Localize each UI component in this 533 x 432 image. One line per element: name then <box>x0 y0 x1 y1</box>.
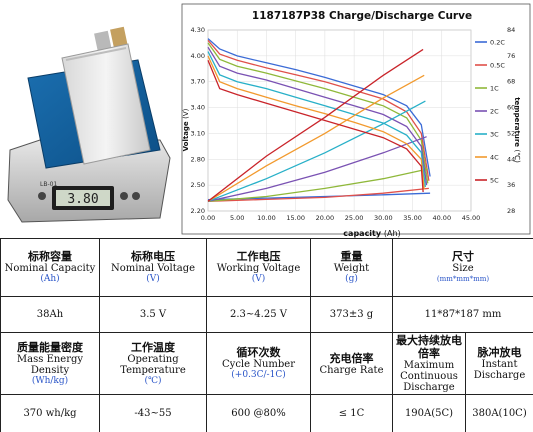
x-tick-label: 40.00 <box>432 214 451 222</box>
y-left-tick-label: 4.00 <box>191 52 205 60</box>
temperature-line-1c <box>207 168 428 202</box>
header-max-continuous-discharge: 最大持续放电倍率 Maximum Continuous Discharge <box>392 332 466 395</box>
legend-label-3c: 3C <box>490 131 499 139</box>
legend-label-0-2c: 0.2C <box>490 39 505 47</box>
y-right-tick-label: 36 <box>507 181 515 189</box>
plot-area <box>207 29 472 212</box>
value-instant-discharge: 380A(10C) <box>464 394 533 432</box>
header-size: 尺寸 Size (mm*mm*mm) <box>391 238 533 297</box>
header-instant-discharge: 脉冲放电 Instant Discharge <box>464 332 533 395</box>
temperature-line-4c <box>207 74 425 202</box>
temperature-line-5c <box>207 48 424 202</box>
y-left-tick-label: 3.70 <box>191 78 205 86</box>
discharge-line-1c <box>207 42 429 184</box>
x-tick-label: 0.00 <box>201 214 215 222</box>
value-max-continuous-discharge: 190A(5C) <box>392 394 466 432</box>
y-right-tick-label: 76 <box>507 52 515 60</box>
chart-title: 1187187P38 Charge/Discharge Curve <box>252 10 472 22</box>
temperature-line-3c <box>207 100 426 202</box>
x-tick-label: 10.00 <box>257 214 276 222</box>
value-working-voltage: 2.3~4.25 V <box>206 296 311 333</box>
value-operating-temperature: -43~55 <box>99 394 207 432</box>
chart-ticks: 0.00 5.00 10.00 15.00 20.00 25.00 30.00 35.00 40… <box>191 26 516 222</box>
header-working-voltage: 工作电压 Working Voltage (V) <box>206 238 311 297</box>
legend-label-5c: 5C <box>490 177 499 185</box>
product-photo: 3.80 LB-01 <box>0 0 176 238</box>
battery-on-scale-image: 3.80 LB-01 <box>7 26 171 223</box>
y-right-tick-label: 84 <box>507 26 515 34</box>
value-mass-energy-density: 370 wh/kg <box>0 394 100 432</box>
discharge-line-4c <box>207 55 425 190</box>
spec-value-row-1: 38Ah 3.5 V 2.3~4.25 V 373±3 g 11*87*187 … <box>0 296 533 333</box>
y-axis-right-label: temperature (℃) <box>513 97 521 163</box>
value-charge-rate: ≤ 1C <box>310 394 393 432</box>
legend-label-1c: 1C <box>490 85 499 93</box>
y-left-tick-label: 3.10 <box>191 129 205 137</box>
y-right-tick-label: 28 <box>507 207 515 215</box>
spec-table: 标称容量 Nominal Capacity (Ah) 标称电压 Nominal Vol… <box>0 238 533 432</box>
legend-label-2c: 2C <box>490 108 499 116</box>
value-nominal-capacity: 38Ah <box>0 296 100 333</box>
header-charge-rate: 充电倍率 Charge Rate <box>310 332 393 395</box>
discharge-line-5c <box>207 59 424 193</box>
header-mass-energy-density: 质量能量密度 Mass Energy Density (Wh/kg) <box>0 332 100 395</box>
discharge-line-0-5c <box>207 39 430 181</box>
x-axis-label: capacity (Ah) <box>343 229 400 238</box>
y-left-tick-label: 2.80 <box>191 155 205 163</box>
header-cycle-number: 循环次数 Cycle Number (+0.3C/-1C) <box>206 332 311 395</box>
temperature-line-2c <box>207 136 427 202</box>
spec-header-row-1: 标称容量 Nominal Capacity (Ah) 标称电压 Nominal Vol… <box>0 238 533 297</box>
temperature-line-0-5c <box>207 187 429 202</box>
y-left-tick-label: 2.50 <box>191 181 205 189</box>
scale-display-reading: 3.80 <box>67 192 98 207</box>
y-left-tick-label: 4.30 <box>191 26 205 34</box>
value-weight: 373±3 g <box>310 296 393 333</box>
legend-label-0-5c: 0.5C <box>490 62 505 70</box>
x-tick-label: 35.00 <box>403 214 422 222</box>
x-tick-label: 20.00 <box>316 214 335 222</box>
discharge-line-3c <box>207 51 427 187</box>
chart-grid <box>207 29 472 212</box>
y-right-tick-label: 44 <box>507 155 515 163</box>
value-nominal-voltage: 3.5 V <box>99 296 207 333</box>
y-axis-left-label: Voltage (V) <box>182 108 190 151</box>
spec-value-row-2: 370 wh/kg -43~55 600 @80% ≤ 1C 190A(5C) … <box>0 394 533 432</box>
y-right-tick-label: 60 <box>507 104 515 112</box>
x-tick-label: 25.00 <box>345 214 364 222</box>
y-right-tick-label: 68 <box>507 78 515 86</box>
x-tick-label: 5.00 <box>230 214 244 222</box>
y-right-tick-label: 52 <box>507 129 515 137</box>
x-tick-label: 30.00 <box>374 214 393 222</box>
header-operating-temperature: 工作温度 Operating Temperature (℃) <box>99 332 207 395</box>
scale-model-label: LB-01 <box>40 181 57 188</box>
legend-label-4c: 4C <box>490 154 499 162</box>
y-left-tick-label: 3.40 <box>191 104 205 112</box>
discharge-line-0-2c <box>207 38 431 177</box>
header-nominal-voltage: 标称电压 Nominal Voltage (V) <box>99 238 207 297</box>
header-weight: 重量 Weight (g) <box>310 238 393 297</box>
discharge-line-2c <box>207 46 428 186</box>
charge-discharge-chart: 1187187P38 Charge/Discharge Curve 0.00 5.… <box>176 0 533 238</box>
spec-header-row-2: 质量能量密度 Mass Energy Density (Wh/kg) 工作温度 Ope… <box>0 332 533 395</box>
x-tick-label: 15.00 <box>286 214 305 222</box>
value-size: 11*87*187 mm <box>391 296 533 333</box>
header-nominal-capacity: 标称容量 Nominal Capacity (Ah) <box>0 238 100 297</box>
value-cycle-number: 600 @80% <box>206 394 311 432</box>
chart-svg: 1187187P38 Charge/Discharge Curve 0.00 5.… <box>176 0 533 238</box>
y-left-tick-label: 2.20 <box>191 207 205 215</box>
x-tick-label: 45.00 <box>462 214 481 222</box>
chart-series <box>207 38 431 202</box>
chart-legend: 0.2C 0.5C 1C 2C 3C 4C 5C <box>475 39 505 185</box>
